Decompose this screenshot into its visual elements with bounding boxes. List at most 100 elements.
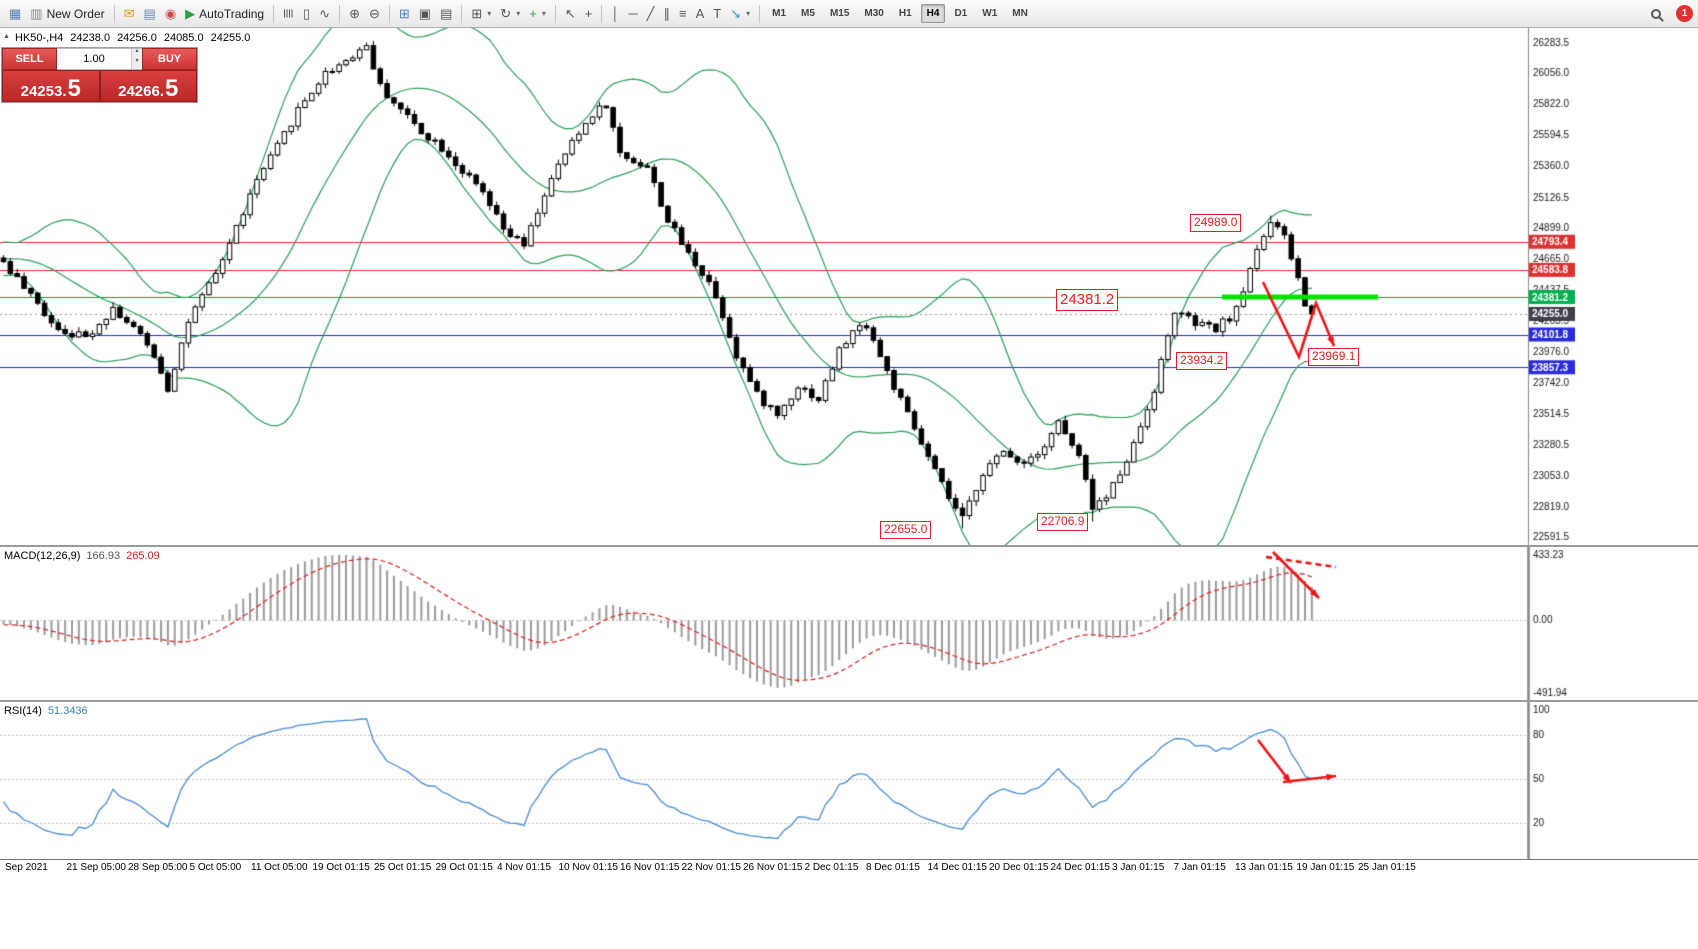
rsi-value: 51.3436 xyxy=(47,705,88,717)
timeframe-m1-button[interactable]: M1 xyxy=(772,8,787,19)
cascade-windows-icon[interactable]: ▣ xyxy=(415,3,435,25)
zoom-in-icon[interactable]: ⊕ xyxy=(345,3,364,25)
price-annotation-label[interactable]: 22706.9 xyxy=(1037,513,1089,531)
sell-price[interactable]: 24253. 5 xyxy=(2,70,100,102)
timeframe-m15-button[interactable]: M15 xyxy=(829,8,850,19)
macd-name: MACD(12,26,9) xyxy=(4,550,81,562)
community-icon[interactable]: ◉ xyxy=(161,3,180,25)
buy-button[interactable]: BUY xyxy=(142,48,197,70)
new-chart-button[interactable]: ⊞ ▾ xyxy=(467,3,495,25)
cursor-tool[interactable]: ↖ xyxy=(561,3,580,25)
fibonacci-tool[interactable]: ≡ xyxy=(675,3,691,25)
time-axis[interactable]: Sep 2021 21 Sep 05:00 28 Sep 05:00 5 Oct 05… xyxy=(0,859,1698,876)
price-annotation-label[interactable]: 23969.1 xyxy=(1308,348,1360,366)
time-axis-label: 14 Dec 01:15 xyxy=(927,862,988,873)
indicators-glyph: + xyxy=(529,6,537,21)
rsi-panel-canvas[interactable] xyxy=(0,702,1698,859)
panel-splitter[interactable] xyxy=(0,545,1698,547)
toolbar-separator xyxy=(339,4,341,23)
chart-window-icon[interactable]: ▦ xyxy=(5,3,25,25)
time-axis-label: 3 Jan 01:15 xyxy=(1112,862,1165,873)
price-annotation-label[interactable]: 24381.2 xyxy=(1056,289,1119,311)
toolbar-separator xyxy=(113,4,115,23)
rsi-name: RSI(14) xyxy=(4,705,42,717)
one-click-toggle-icon[interactable]: ▲ xyxy=(3,33,10,40)
timeframe-m30-button[interactable]: M30 xyxy=(864,8,884,19)
bar-chart-glyph: ≣ xyxy=(281,8,297,19)
search-icon[interactable] xyxy=(1647,3,1669,25)
time-axis-label: 25 Jan 01:15 xyxy=(1358,862,1416,873)
sell-price-frac: 5 xyxy=(67,74,81,102)
channel-tool[interactable]: ∥ xyxy=(660,3,675,25)
buy-price[interactable]: 24266. 5 xyxy=(99,70,197,102)
text-label-tool[interactable]: T xyxy=(709,3,725,25)
toolbar-separator xyxy=(601,4,603,23)
new-order-button[interactable]: ▥ New Order xyxy=(26,3,108,25)
horizontal-line-tool[interactable]: ─ xyxy=(624,3,641,25)
time-axis-label: 19 Jan 01:15 xyxy=(1296,862,1355,873)
tile-windows-icon[interactable]: ⊞ xyxy=(395,3,414,25)
arrows-glyph: ↘ xyxy=(730,6,742,21)
dropdown-arrow-icon[interactable]: ▾ xyxy=(516,9,521,18)
price-annotation-label[interactable]: 24989.0 xyxy=(1190,214,1242,232)
timeframe-w1-button[interactable]: W1 xyxy=(982,8,998,19)
timeframe-m5-button[interactable]: M5 xyxy=(801,8,815,19)
bar-chart-icon[interactable]: ≣ xyxy=(279,3,298,25)
zoom-in-glyph: ⊕ xyxy=(349,6,360,21)
text-tool[interactable]: A xyxy=(692,3,709,25)
dropdown-arrow-icon[interactable]: ▾ xyxy=(487,9,492,18)
time-axis-label: 10 Nov 01:15 xyxy=(558,862,619,873)
trendline-tool[interactable]: ╱ xyxy=(643,3,659,25)
toolbar-separator xyxy=(759,4,761,23)
arrows-tool[interactable]: ↘ ▾ xyxy=(726,3,754,25)
profiles-button[interactable]: ↻ ▾ xyxy=(496,3,524,25)
volume-down-arrow[interactable]: ▾ xyxy=(132,58,142,69)
push-notifications-icon[interactable]: ✉ xyxy=(120,3,139,25)
volume-input[interactable] xyxy=(57,49,131,69)
time-axis-label: 24 Dec 01:15 xyxy=(1050,862,1111,873)
toolbar-separator xyxy=(273,4,275,23)
chart-window-glyph: ▦ xyxy=(9,6,22,21)
zoom-out-glyph: ⊖ xyxy=(368,6,380,21)
sell-button[interactable]: SELL xyxy=(2,48,57,70)
candlestick-chart-icon[interactable]: ▯ xyxy=(299,3,314,25)
autotrading-button[interactable]: ▶ AutoTrading xyxy=(181,3,268,25)
push-notifications-glyph: ✉ xyxy=(123,6,135,21)
zoom-out-icon[interactable]: ⊖ xyxy=(365,3,384,25)
channel-glyph: ∥ xyxy=(663,6,671,21)
indicators-button[interactable]: + ▾ xyxy=(525,3,550,25)
arrange-windows-icon[interactable]: ▤ xyxy=(436,3,456,25)
time-axis-label: 8 Dec 01:15 xyxy=(866,862,920,873)
vertical-line-glyph: │ xyxy=(611,6,620,21)
tile-windows-glyph: ⊞ xyxy=(398,6,410,21)
vertical-line-tool[interactable]: │ xyxy=(607,3,623,25)
line-chart-icon[interactable]: ∿ xyxy=(315,3,334,25)
time-axis-label: 22 Nov 01:15 xyxy=(681,862,742,873)
volume-up-arrow[interactable]: ▴ xyxy=(132,48,142,59)
time-axis-label: 21 Sep 05:00 xyxy=(66,862,127,873)
dropdown-arrow-icon[interactable]: ▾ xyxy=(746,9,751,18)
notifications-badge[interactable]: 1 xyxy=(1676,5,1693,22)
print-icon[interactable]: ▤ xyxy=(140,3,160,25)
timeframe-d1-button[interactable]: D1 xyxy=(954,8,968,19)
crosshair-tool[interactable]: + xyxy=(581,3,597,25)
time-axis-label: 11 Oct 05:00 xyxy=(251,862,308,873)
crosshair-glyph: + xyxy=(584,6,593,21)
main-chart-canvas[interactable] xyxy=(0,28,1698,545)
buy-price-int: 24266. xyxy=(118,83,165,100)
time-axis-label: 20 Dec 01:15 xyxy=(989,862,1049,873)
dropdown-arrow-icon[interactable]: ▾ xyxy=(541,9,546,18)
price-annotation-label[interactable]: 22655.0 xyxy=(880,521,932,539)
timeframe-mn-button[interactable]: MN xyxy=(1012,8,1028,19)
time-axis-label: 29 Oct 01:15 xyxy=(435,862,493,873)
price-annotation-label[interactable]: 23934.2 xyxy=(1176,352,1228,370)
toolbar-separator xyxy=(554,4,556,23)
time-axis-label: 5 Oct 05:00 xyxy=(189,862,242,873)
macd-panel-canvas[interactable] xyxy=(0,547,1698,700)
fibonacci-glyph: ≡ xyxy=(679,6,687,21)
timeframe-h4-button[interactable]: H4 xyxy=(920,4,946,23)
one-click-trading-panel: SELL ▴ ▾ BUY 24253. 5 24266. 5 xyxy=(1,47,198,103)
panel-splitter[interactable] xyxy=(0,700,1698,702)
timeframe-h1-button[interactable]: H1 xyxy=(898,8,912,19)
